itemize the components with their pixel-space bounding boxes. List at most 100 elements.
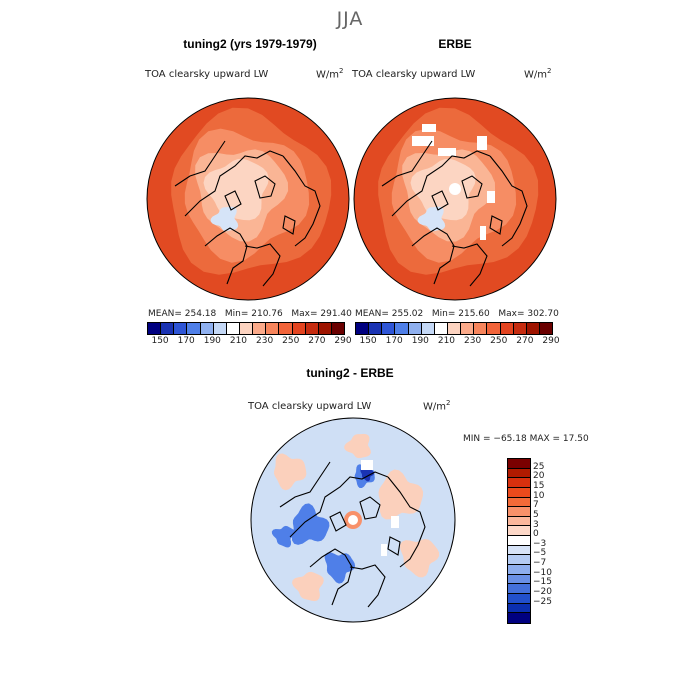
panel2-colorbar-swatch	[447, 323, 462, 334]
coastline	[184, 150, 284, 217]
panel1-colorbar-swatch	[266, 323, 280, 334]
diff-field-positive	[400, 539, 440, 578]
diff-colorbar-swatch	[508, 468, 530, 479]
panel2-map	[353, 97, 557, 301]
missing-data-patch	[438, 148, 456, 156]
coastline	[309, 548, 353, 606]
panel1-colorbar-tick-label: 290	[334, 336, 352, 346]
panel1-colorbar-swatch	[187, 323, 201, 334]
panel2-colorbar-tick-label: 190	[411, 336, 429, 346]
panel1-colorbar-swatch	[148, 323, 162, 334]
panel1-colorbar-swatch	[213, 323, 227, 334]
map-field-pale	[410, 158, 476, 221]
map-field-cold	[417, 206, 446, 232]
diff-field-positive	[378, 469, 424, 520]
diff-missing-data-patch	[391, 516, 399, 528]
map-field-cold	[210, 206, 239, 232]
diff-colorbar-swatch	[508, 545, 530, 556]
panel1-colorbar-swatch	[174, 323, 188, 334]
figure-title: JJA	[336, 8, 364, 30]
coastline	[282, 215, 296, 235]
diff-units: W/m2	[423, 399, 451, 413]
diff-colorbar-tick-label: −5	[533, 548, 547, 559]
panel1-colorbar-tick-label: 250	[282, 336, 300, 346]
coastline	[349, 564, 386, 608]
panel1-mean: 254.18	[184, 309, 217, 319]
coastline	[329, 511, 347, 532]
panel1-map	[146, 97, 350, 301]
diff-map	[250, 417, 456, 623]
diff-colorbar-tick-label: 3	[533, 519, 539, 530]
coastline	[489, 215, 503, 235]
diff-colorbar-swatch	[508, 593, 530, 604]
panel1-max: 291.40	[320, 309, 352, 319]
diff-colorbar-tick-label: −20	[533, 587, 552, 598]
panel2-colorbar-tick-label: 150	[359, 336, 377, 346]
panel2-colorbar-tick-label: 170	[385, 336, 403, 346]
diff-colorbar-swatch	[508, 555, 530, 566]
diff-colorbar-ticks: 25 20 15 10 7 5 3 0 −3 −5 −7 −10 −15 −20 −25	[533, 458, 573, 622]
panel2-colorbar-swatch	[382, 323, 396, 334]
diff-colorbar-swatch	[508, 536, 530, 546]
panel1-colorbar-swatch	[318, 323, 332, 334]
panel2-colorbar-swatch	[395, 323, 409, 334]
panel1-colorbar-swatch	[305, 323, 319, 334]
diff-field-negative	[271, 525, 296, 548]
missing-data-patch	[422, 124, 436, 132]
coastline	[254, 175, 276, 199]
panel2-colorbar-swatch	[369, 323, 383, 334]
diff-panel-title: tuning2 - ERBE	[306, 366, 394, 380]
panel2-max: 302.70	[527, 309, 559, 319]
coastline	[289, 471, 389, 538]
diff-colorbar-swatch	[508, 613, 530, 623]
diff-colorbar-tick-label: 25	[533, 461, 545, 472]
diff-colorbar-swatch	[508, 526, 530, 537]
panel2-colorbar-swatch	[500, 323, 514, 334]
panel1-colorbar-tick-label: 210	[229, 336, 248, 346]
missing-data-patch	[487, 191, 495, 203]
diff-field-positive	[292, 571, 324, 602]
panel2-stats: MEAN= 255.02 Min= 215.60 Max= 302.70	[355, 309, 559, 319]
panel1-colorbar-tick-label: 270	[308, 336, 326, 346]
missing-data-pole	[449, 183, 461, 195]
panel2-colorbar-swatch	[487, 323, 501, 334]
panel2-colorbar-swatch	[434, 323, 448, 334]
panel1-colorbar	[147, 322, 345, 335]
diff-colorbar-swatch	[508, 603, 530, 614]
coastline	[431, 190, 449, 211]
panel2-units: W/m2	[524, 67, 552, 81]
diff-colorbar-swatch	[508, 487, 530, 498]
diff-field-negative	[292, 503, 330, 545]
panel2-colorbar-swatch	[474, 323, 488, 334]
diff-colorbar-tick-label: 10	[533, 490, 545, 501]
diff-colorbar-swatch	[508, 459, 530, 469]
panel1-variable-label: TOA clearsky upward LW	[145, 69, 269, 80]
panel1-colorbar-swatch	[331, 323, 345, 334]
panel1-stats: MEAN= 254.18 Min= 210.76 Max= 291.40	[148, 309, 352, 319]
diff-colorbar-swatch	[508, 507, 530, 517]
panel1-colorbar-swatch	[292, 323, 306, 334]
panel1-colorbar-swatch	[253, 323, 267, 334]
coastline	[461, 175, 483, 199]
diff-colorbar	[507, 458, 531, 624]
panel1-colorbar-swatch	[279, 323, 293, 334]
panel2-colorbar-swatch	[356, 323, 370, 334]
diff-missing-data-patch	[361, 460, 373, 470]
missing-data-patch	[412, 136, 434, 146]
diff-colorbar-tick-label: −7	[533, 558, 547, 569]
coastline	[244, 243, 281, 287]
diff-minmax: MIN = −65.18 MAX = 17.50	[463, 434, 589, 444]
panel1-colorbar-ticks: 150 170 190 210 230 250 270 290	[147, 336, 351, 348]
panel2-colorbar-swatch	[526, 323, 540, 334]
coastline	[224, 190, 242, 211]
panel1-colorbar-swatch	[226, 323, 240, 334]
diff-colorbar-tick-label: 15	[533, 480, 545, 491]
panel2-colorbar	[355, 322, 553, 335]
coastline	[359, 496, 381, 520]
panel2-mean: 255.02	[391, 309, 424, 319]
diff-missing-data-patch	[381, 544, 387, 556]
diff-colorbar-tick-label: 0	[533, 529, 539, 540]
panel1-colorbar-tick-label: 170	[177, 336, 195, 346]
panel2-colorbar-swatch	[539, 323, 553, 334]
panel1-colorbar-swatch	[239, 323, 254, 334]
